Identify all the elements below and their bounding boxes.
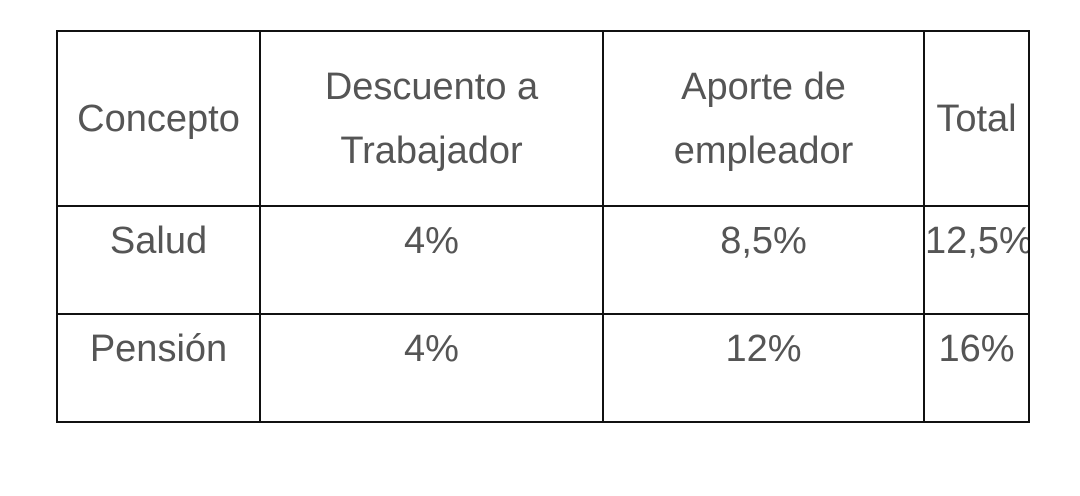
table-cell: Pensión [56,313,261,423]
table-body: Salud 4% 8,5% 12,5% Pensión 4% 12% 16% [56,205,1030,423]
table-row: Pensión 4% 12% 16% [56,313,1030,423]
header-cell: Concepto [56,30,261,207]
table-cell: 12,5% [923,205,1030,315]
header-cell: Total [923,30,1030,207]
table-cell: 16% [923,313,1030,423]
table-cell: 12% [602,313,925,423]
table-row: Salud 4% 8,5% 12,5% [56,205,1030,315]
table-cell: 8,5% [602,205,925,315]
table-cell: Salud [56,205,261,315]
table-cell: 4% [259,313,604,423]
header-cell: Aporte de empleador [602,30,925,207]
contribution-table: Concepto Descuento a Trabajador Aporte d… [56,30,1030,423]
header-row: Concepto Descuento a Trabajador Aporte d… [56,30,1030,207]
table-cell: 4% [259,205,604,315]
header-cell: Descuento a Trabajador [259,30,604,207]
